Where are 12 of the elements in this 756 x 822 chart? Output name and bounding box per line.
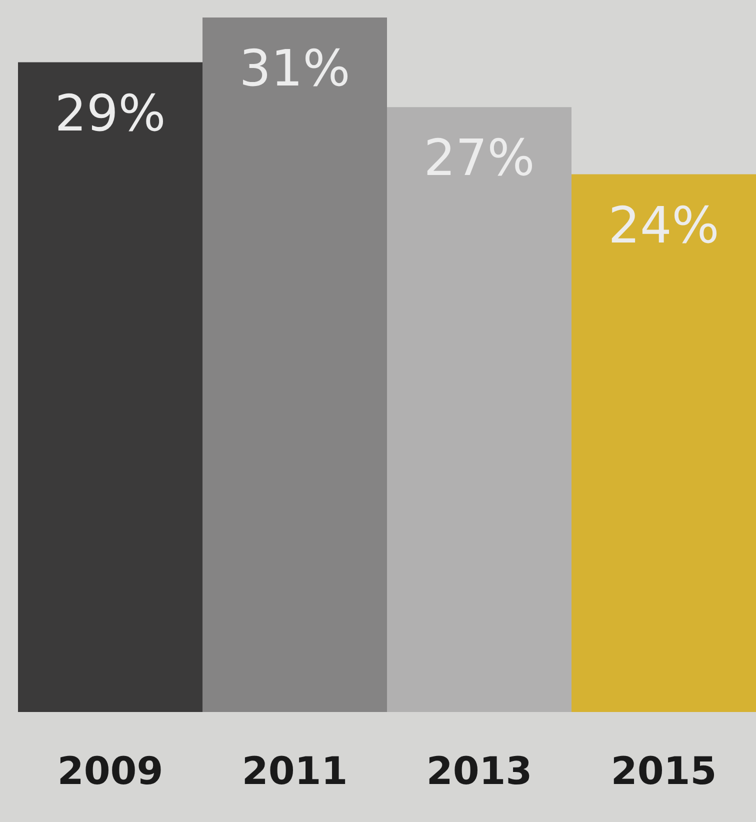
data-label: 29% bbox=[54, 84, 166, 142]
x-tick-label: 2011 bbox=[242, 749, 348, 793]
bar bbox=[572, 174, 756, 712]
bar bbox=[18, 62, 202, 712]
x-tick-label: 2015 bbox=[610, 749, 717, 793]
x-tick-label: 2009 bbox=[57, 749, 164, 793]
bar bbox=[387, 107, 572, 712]
bar bbox=[202, 17, 387, 712]
data-label: 27% bbox=[424, 129, 535, 188]
data-label: 24% bbox=[608, 196, 720, 254]
x-tick-label: 2013 bbox=[426, 749, 532, 793]
data-label: 31% bbox=[239, 39, 350, 98]
